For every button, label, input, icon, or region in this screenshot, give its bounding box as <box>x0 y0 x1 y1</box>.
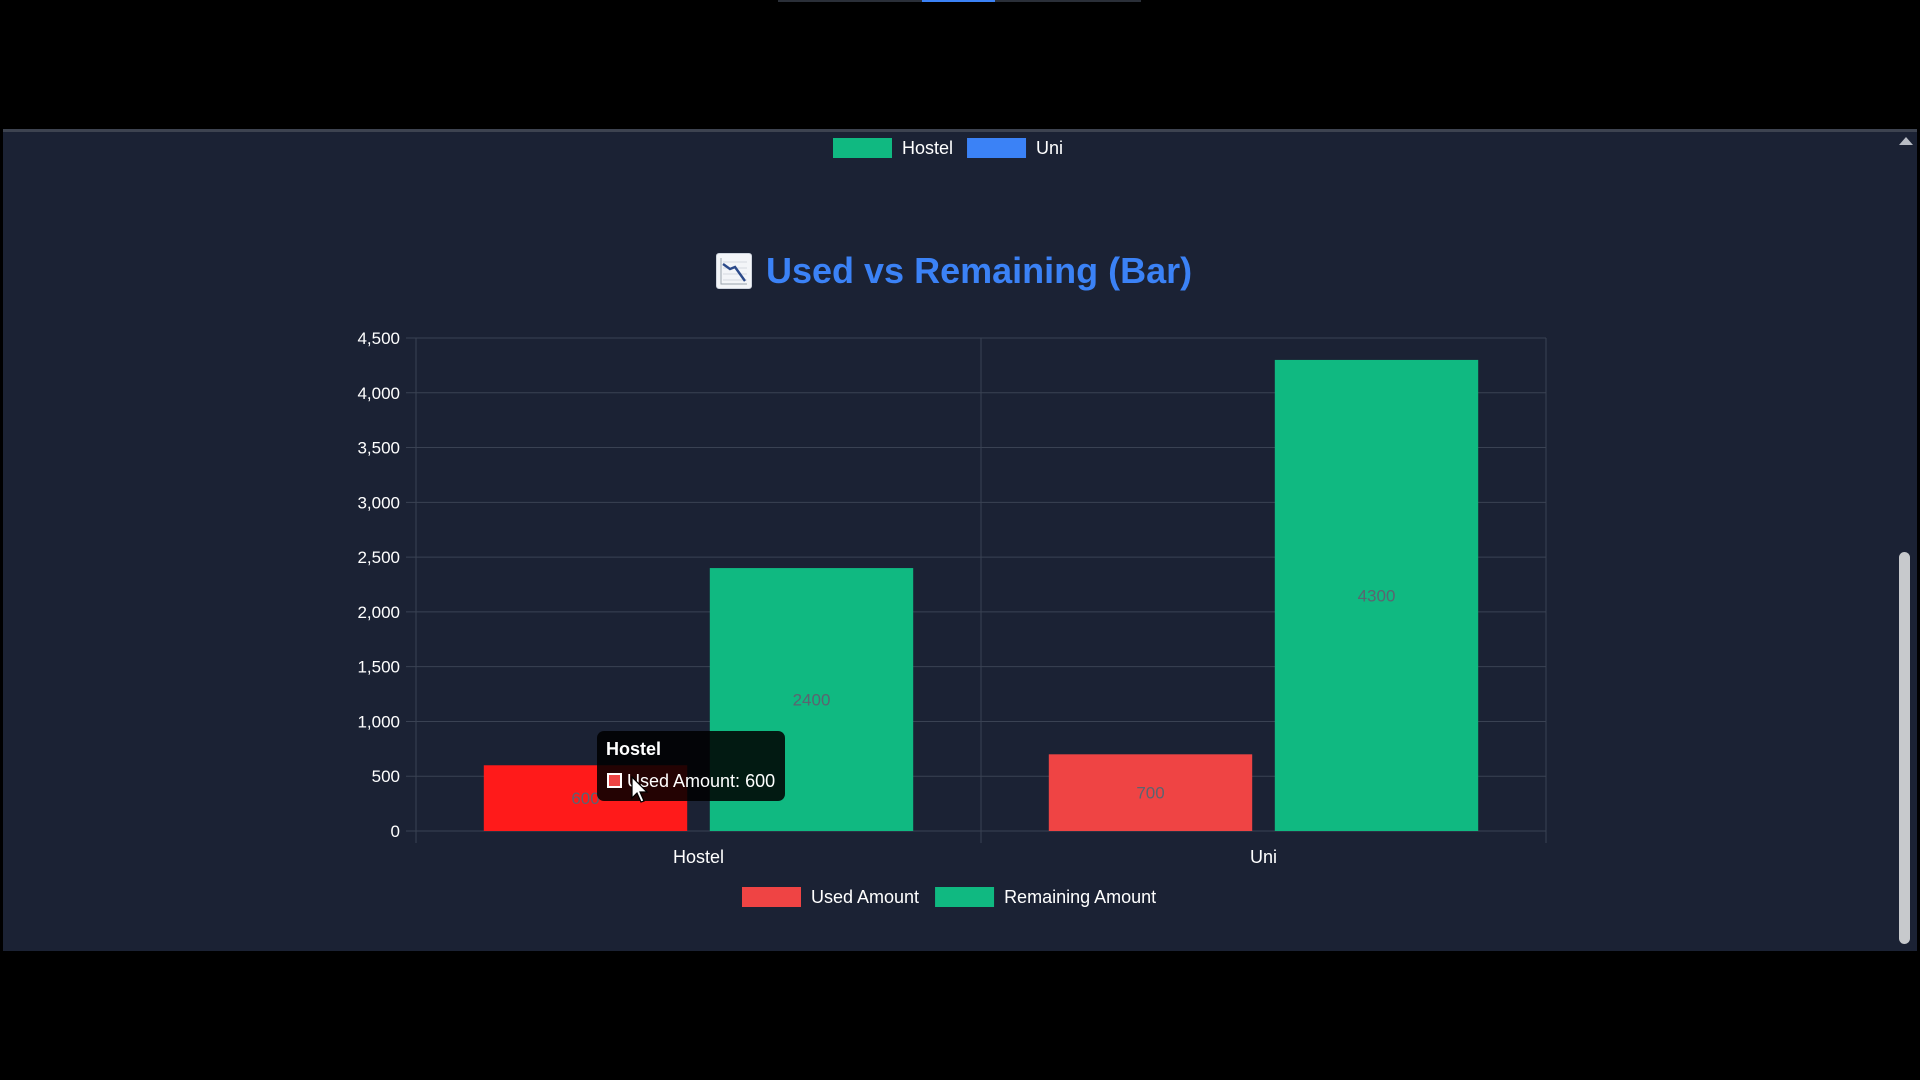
scrollbar-thumb[interactable] <box>1899 552 1910 944</box>
bar-data-label: 600 <box>571 789 599 808</box>
top-legend: Hostel Uni <box>833 138 1063 158</box>
chart-title: Used vs Remaining (Bar) <box>716 246 1192 296</box>
x-category-label: Hostel <box>673 847 724 867</box>
y-tick-label: 1,000 <box>357 712 400 731</box>
bar-data-label: 700 <box>1136 784 1164 803</box>
chart-legend: Used Amount Remaining Amount <box>742 887 1156 907</box>
tooltip-title: Hostel <box>606 739 662 759</box>
y-tick-label: 0 <box>391 822 400 841</box>
chart-bars <box>483 359 1479 831</box>
legend-swatch <box>935 887 995 907</box>
y-tick-label: 4,500 <box>357 329 400 348</box>
bar-used-amount-uni[interactable] <box>1048 754 1253 831</box>
bar-data-label: 4300 <box>1358 586 1396 605</box>
x-category-label: Uni <box>1250 847 1277 867</box>
y-tick-label: 2,000 <box>357 603 400 622</box>
chart-decreasing-icon <box>716 253 752 289</box>
y-tick-label: 500 <box>372 767 400 786</box>
x-axis-categories: Hostel Uni <box>673 847 1277 867</box>
vertical-scrollbar[interactable] <box>1895 132 1915 950</box>
chart-title-text: Used vs Remaining (Bar) <box>766 250 1193 291</box>
top-legend-swatch <box>967 138 1027 158</box>
chart-tooltip: Hostel Used Amount: 600 <box>597 731 785 801</box>
top-legend-label: Uni <box>1036 138 1063 158</box>
tooltip-label: Used Amount: 600 <box>627 771 776 791</box>
legend-item[interactable]: Remaining Amount <box>935 887 1156 907</box>
bar-data-label: 2400 <box>793 691 831 710</box>
top-legend-item[interactable]: Hostel <box>833 138 953 158</box>
bar-data-labels: 600 2400 700 4300 <box>571 586 1395 808</box>
legend-item[interactable]: Used Amount <box>742 887 919 907</box>
scroll-up-arrow-icon[interactable] <box>1899 137 1913 145</box>
y-tick-label: 3,500 <box>357 439 400 458</box>
legend-label: Remaining Amount <box>1004 887 1156 907</box>
y-tick-label: 4,000 <box>357 384 400 403</box>
chart-panel <box>3 129 1917 951</box>
top-legend-swatch <box>833 138 892 158</box>
tooltip-swatch <box>607 773 622 788</box>
mouse-cursor-icon <box>630 775 650 806</box>
legend-swatch <box>742 887 801 907</box>
top-legend-item[interactable]: Uni <box>967 138 1063 158</box>
top-tab-active-indicator <box>922 0 995 2</box>
bar-remaining-amount-uni[interactable] <box>1274 359 1479 831</box>
y-axis-ticks: 0 500 1,000 1,500 2,000 2,500 3,000 3,500 4,000 4… <box>357 329 400 841</box>
y-tick-label: 2,500 <box>357 548 400 567</box>
legend-label: Used Amount <box>811 887 919 907</box>
top-legend-label: Hostel <box>902 138 953 158</box>
y-tick-label: 1,500 <box>357 658 400 677</box>
y-tick-label: 3,000 <box>357 493 400 512</box>
